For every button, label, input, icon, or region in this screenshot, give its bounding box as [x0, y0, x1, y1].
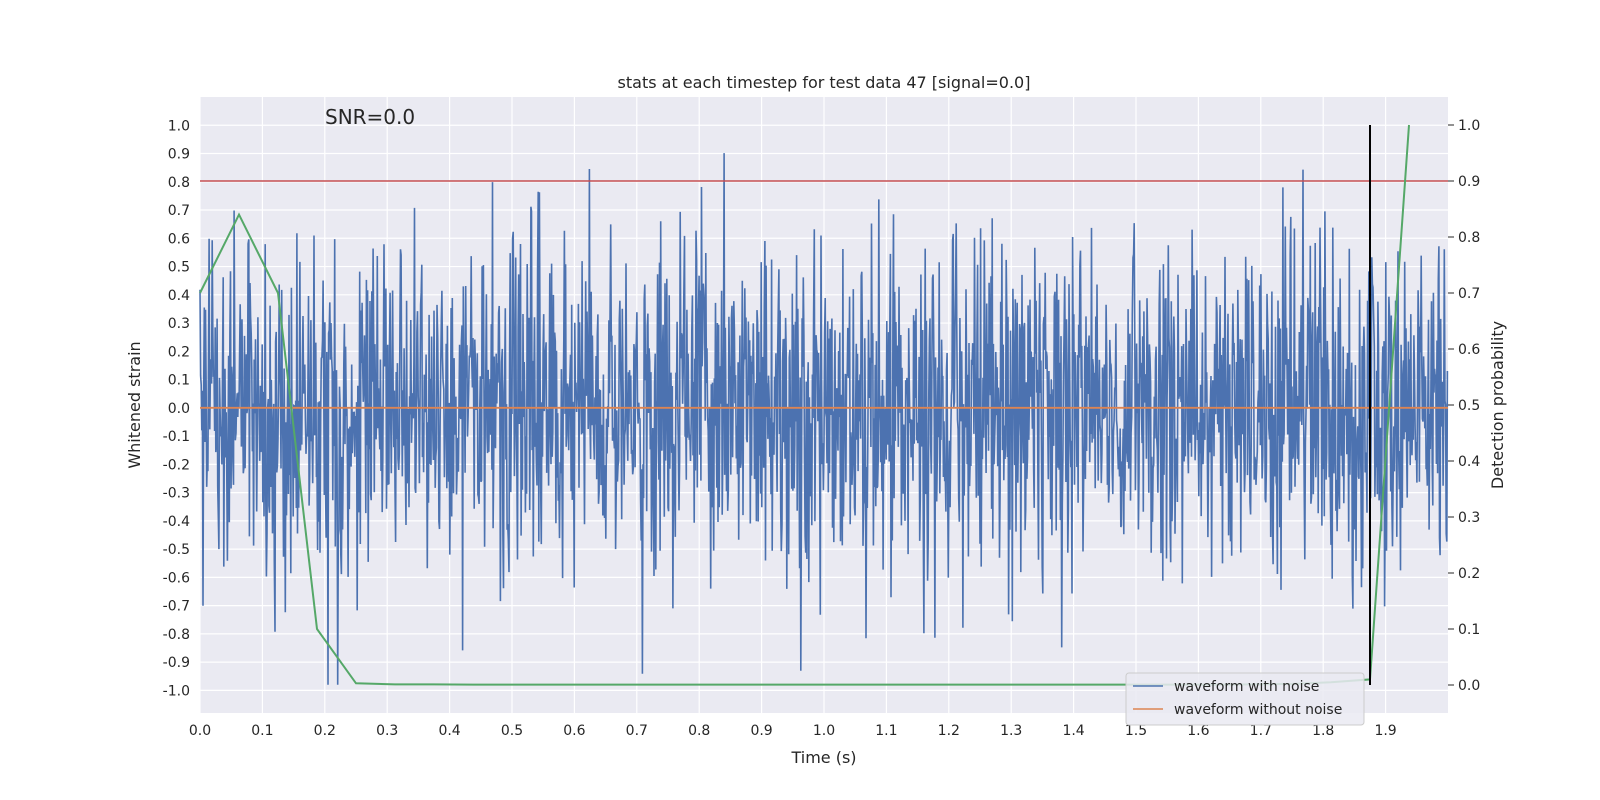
x-tick-label: 0.3 — [376, 723, 398, 739]
x-tick-label: 1.6 — [1187, 723, 1209, 739]
y-tick-label-left: 0.5 — [168, 260, 190, 276]
y-tick-label-left: 0.2 — [168, 344, 190, 360]
x-tick-label: 0.9 — [750, 723, 772, 739]
x-tick-label: 0.6 — [563, 723, 585, 739]
x-tick-label: 0.1 — [251, 723, 273, 739]
y-tick-label-left: 0.0 — [168, 401, 190, 417]
y-tick-label-left: 0.3 — [168, 316, 190, 332]
y-axis-label-left: Whitened strain — [125, 341, 144, 468]
y-tick-label-left: -0.3 — [163, 486, 190, 502]
noise-layer — [199, 153, 1449, 685]
x-tick-label: 1.5 — [1125, 723, 1147, 739]
y-tick-label-right: 0.0 — [1458, 678, 1480, 694]
chart-title: stats at each timestep for test data 47 … — [618, 73, 1031, 92]
x-ticks: 0.0 0.1 0.2 0.3 0.4 0.5 0.6 0.7 0.8 0.9 1.0 1.1 1.2 1… — [189, 723, 1397, 739]
left-ticks: 1.0 0.9 0.8 0.7 0.6 0.5 0.4 0.3 0.2 0.1 0.0 -0.1 -0.… — [163, 118, 190, 699]
y-tick-label-left: -0.8 — [163, 627, 190, 643]
series-waveform-with-noise — [199, 153, 1449, 685]
y-tick-label-left: -0.7 — [163, 599, 190, 615]
x-tick-label: 1.9 — [1374, 723, 1396, 739]
y-tick-label-left: -0.6 — [163, 570, 190, 586]
x-tick-label: 0.5 — [501, 723, 523, 739]
y-tick-label-left: -0.4 — [163, 514, 190, 530]
y-tick-label-left: -0.5 — [163, 542, 190, 558]
right-ticks: 1.0 0.9 0.8 0.7 0.6 0.5 0.4 0.3 0.2 0.1 0.0 — [1448, 118, 1480, 694]
y-tick-label-left: 0.7 — [168, 203, 190, 219]
legend-label-clean: waveform without noise — [1174, 702, 1342, 718]
y-tick-label-left: 0.4 — [168, 288, 190, 304]
x-tick-label: 1.4 — [1062, 723, 1084, 739]
x-tick-label: 1.0 — [813, 723, 835, 739]
legend: waveform with noise waveform without noi… — [1125, 672, 1365, 726]
y-axis-label-right: Detection probability — [1488, 321, 1507, 489]
legend-label-noise: waveform with noise — [1174, 679, 1319, 695]
legend-box — [1125, 672, 1365, 726]
y-tick-label-left: 0.1 — [168, 373, 190, 389]
y-tick-label-right: 0.7 — [1458, 286, 1480, 302]
x-tick-label: 1.3 — [1000, 723, 1022, 739]
y-tick-label-left: 0.6 — [168, 231, 190, 247]
x-tick-label: 1.8 — [1312, 723, 1334, 739]
x-tick-label: 1.1 — [875, 723, 897, 739]
x-tick-label: 1.7 — [1250, 723, 1272, 739]
y-tick-label-right: 0.5 — [1458, 398, 1480, 414]
x-tick-label: 0.7 — [626, 723, 648, 739]
y-tick-label-left: -1.0 — [163, 683, 190, 699]
y-tick-label-right: 0.1 — [1458, 622, 1480, 638]
y-tick-label-left: 1.0 — [168, 118, 190, 134]
y-tick-label-right: 1.0 — [1458, 118, 1480, 134]
y-tick-label-right: 0.2 — [1458, 566, 1480, 582]
y-tick-label-left: 0.8 — [168, 175, 190, 191]
y-tick-label-left: -0.1 — [163, 429, 190, 445]
y-tick-label-right: 0.8 — [1458, 230, 1480, 246]
y-tick-label-left: -0.9 — [163, 655, 190, 671]
y-tick-label-left: 0.9 — [168, 147, 190, 163]
y-tick-label-left: -0.2 — [163, 457, 190, 473]
y-tick-label-right: 0.6 — [1458, 342, 1480, 358]
y-tick-label-right: 0.3 — [1458, 510, 1480, 526]
y-tick-label-right: 0.4 — [1458, 454, 1480, 470]
x-tick-label: 1.2 — [938, 723, 960, 739]
y-tick-label-right: 0.9 — [1458, 174, 1480, 190]
x-tick-label: 0.2 — [314, 723, 336, 739]
snr-annotation: SNR=0.0 — [325, 105, 415, 129]
x-tick-label: 0.4 — [438, 723, 460, 739]
x-tick-label: 0.8 — [688, 723, 710, 739]
x-tick-label: 0.0 — [189, 723, 211, 739]
x-axis-label: Time (s) — [790, 748, 856, 767]
